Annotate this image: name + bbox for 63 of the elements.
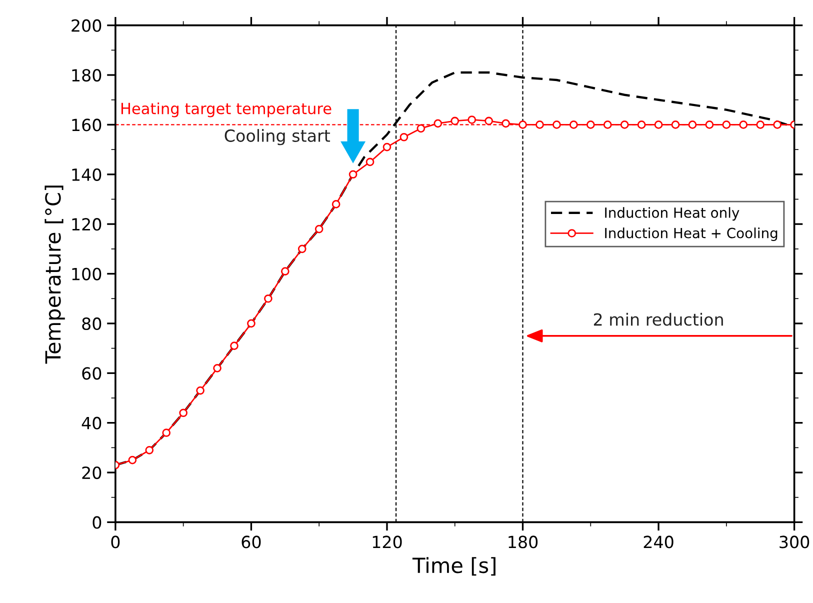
point <box>230 342 238 350</box>
point <box>179 408 188 418</box>
y-tick-label: 160 <box>72 118 102 132</box>
point <box>416 124 426 133</box>
point <box>450 116 460 126</box>
point <box>434 119 442 128</box>
point <box>298 244 306 254</box>
point <box>400 132 408 142</box>
annotation: Cooling start <box>224 129 330 146</box>
point <box>484 116 493 126</box>
point <box>348 170 358 179</box>
x-axis-title: Time [s] <box>412 557 496 576</box>
point <box>756 120 765 129</box>
point <box>773 120 782 129</box>
point <box>145 446 154 454</box>
point <box>213 364 222 372</box>
x-tick-label: 0 <box>111 536 120 548</box>
point <box>128 456 137 464</box>
ref-line-label: Heating target temperature <box>121 102 332 118</box>
x-tick-label: 60 <box>242 536 261 548</box>
point <box>314 224 324 234</box>
y-tick-label: 120 <box>72 218 102 231</box>
point <box>468 116 476 124</box>
y-tick-label: 20 <box>82 466 102 480</box>
y-tick-label: 180 <box>72 68 102 82</box>
y-tick-label: 200 <box>72 19 102 32</box>
point <box>518 120 527 129</box>
y-tick-label: 100 <box>72 268 102 280</box>
y-tick-label: 60 <box>82 367 102 380</box>
point <box>196 386 204 395</box>
point <box>705 120 714 129</box>
x-tick-label: 120 <box>372 536 402 548</box>
point <box>637 120 646 129</box>
x-tick-label: 240 <box>644 536 674 548</box>
point <box>264 294 272 303</box>
point <box>162 428 171 437</box>
point <box>552 120 561 129</box>
y-tick-label: 140 <box>72 168 102 181</box>
point <box>671 120 680 129</box>
point <box>366 158 374 166</box>
point <box>739 120 748 129</box>
x-tick-label: 180 <box>508 536 538 548</box>
annotation: 2 min reduction <box>594 312 723 326</box>
point <box>570 120 578 129</box>
legend-label: Induction Heat + Cooling <box>605 228 778 241</box>
legend-label: Induction Heat only <box>605 207 740 221</box>
y-axis-title: Temperature [°C] <box>44 186 65 364</box>
point <box>332 200 340 208</box>
point <box>280 267 290 276</box>
point <box>247 319 256 328</box>
y-tick-label: 80 <box>82 317 102 330</box>
x-tick-label: 300 <box>780 536 810 548</box>
point <box>654 120 663 129</box>
point <box>536 120 544 129</box>
y-tick-label: 40 <box>82 416 102 430</box>
point <box>382 142 392 152</box>
point <box>688 120 697 129</box>
point <box>620 120 629 129</box>
point <box>586 120 595 129</box>
point <box>603 120 612 129</box>
point <box>502 119 510 128</box>
y-tick-label: 0 <box>92 516 102 529</box>
point <box>722 120 731 129</box>
